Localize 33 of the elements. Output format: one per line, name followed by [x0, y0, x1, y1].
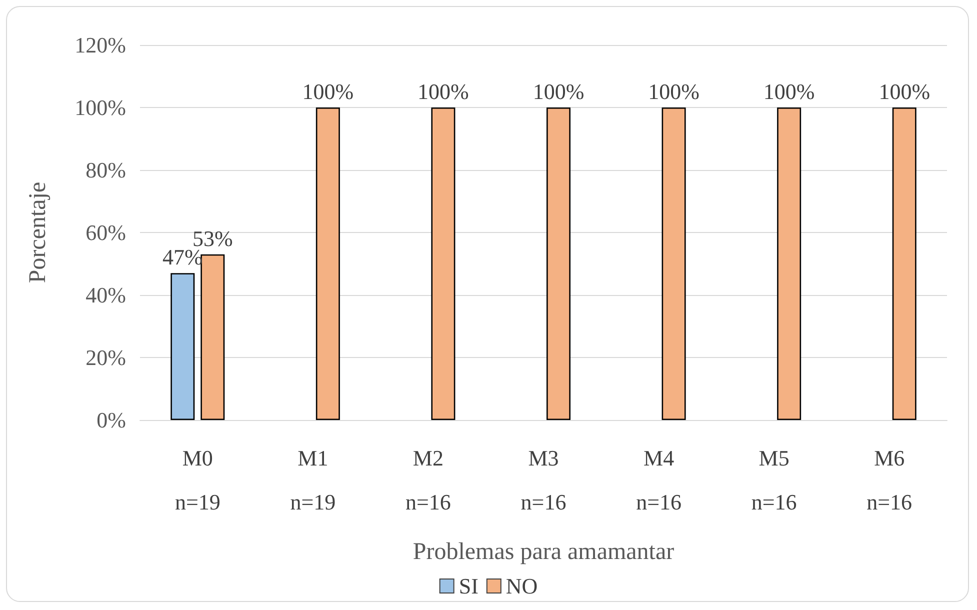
data-label: 100% — [418, 79, 469, 104]
legend-label: NO — [506, 574, 538, 598]
y-tick-label: 20% — [86, 345, 126, 370]
data-label: 100% — [532, 79, 584, 104]
y-tick-label: 40% — [86, 282, 126, 308]
data-label: 100% — [302, 79, 354, 104]
x-tick-label: M3 n=16 — [520, 446, 566, 514]
y-tick-label: 100% — [74, 95, 126, 120]
data-label: 100% — [763, 79, 815, 104]
data-label: 100% — [878, 79, 930, 104]
bar — [316, 108, 340, 420]
x-tick-label: M6 n=16 — [866, 446, 912, 514]
bar — [200, 254, 225, 420]
x-axis-title: Problemas para amamantar — [412, 539, 674, 565]
y-tick-label: 120% — [74, 32, 126, 58]
x-tick-label: M2 n=16 — [406, 446, 451, 514]
x-tick-label: M1 n=19 — [290, 446, 336, 514]
y-axis-title: Porcentaje — [25, 182, 51, 284]
data-label: 100% — [648, 79, 700, 104]
legend-label: SI — [458, 574, 478, 598]
bar — [170, 273, 195, 420]
x-tick-label: M0 n=19 — [174, 446, 220, 514]
bar — [546, 108, 570, 420]
bar — [662, 108, 686, 420]
y-tick-label: 80% — [86, 158, 126, 182]
x-tick-label: M5 n=16 — [751, 446, 797, 514]
y-tick-label: 60% — [86, 220, 126, 245]
bar — [777, 108, 802, 420]
x-tick-label: M4 n=16 — [636, 446, 682, 514]
bar — [431, 108, 456, 420]
bar — [892, 108, 916, 420]
y-tick-label: 0% — [96, 408, 126, 432]
data-label: 53% — [192, 226, 233, 251]
